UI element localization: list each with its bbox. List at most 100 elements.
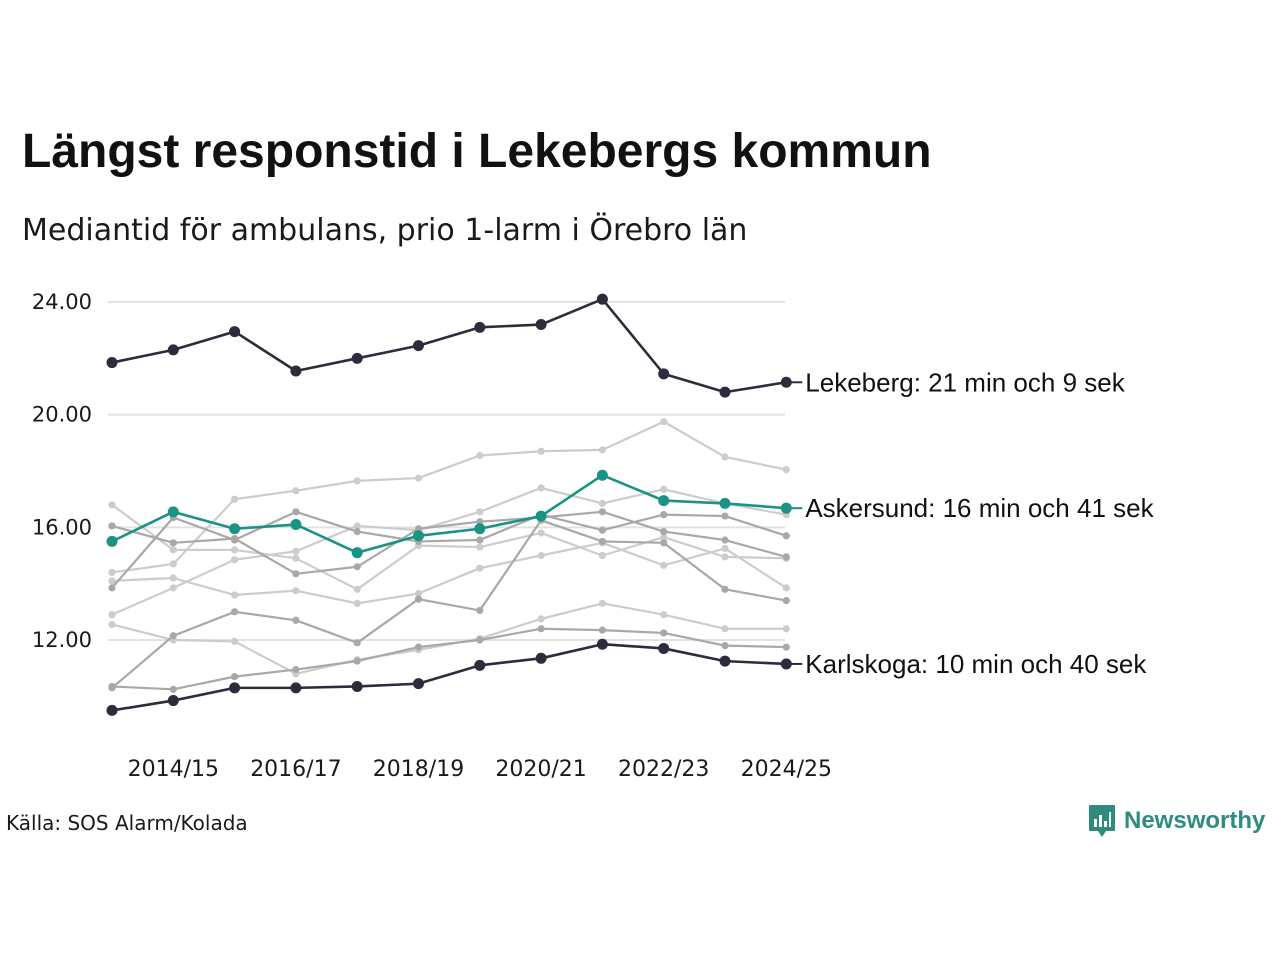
data-point [535, 510, 547, 522]
data-point [353, 585, 361, 593]
brand-logo[interactable]: Newsworthy [1088, 804, 1265, 838]
data-point [292, 508, 300, 516]
data-point [292, 547, 300, 555]
data-point [598, 499, 607, 507]
data-point [476, 636, 484, 644]
data-point [292, 587, 300, 595]
data-point [719, 386, 731, 398]
data-point [108, 568, 116, 577]
data-point [537, 484, 545, 492]
data-point [537, 529, 545, 537]
data-point [780, 376, 792, 388]
data-point [108, 501, 116, 509]
data-point [413, 340, 424, 352]
data-point [169, 539, 177, 547]
data-point [353, 477, 361, 485]
data-point [292, 570, 300, 578]
data-point [292, 487, 300, 495]
series-labels: Lekeberg: 21 min och 9 sek Karlskoga: 10 … [790, 367, 1155, 679]
series-line [111, 510, 787, 589]
data-point [780, 658, 792, 670]
data-point [108, 577, 116, 585]
series-label: Lekeberg: 21 min och 9 sek [805, 367, 1125, 397]
series-line [111, 642, 787, 712]
y-tick-label: 20.00 [32, 403, 92, 427]
data-point [351, 547, 363, 559]
data-point [537, 615, 545, 623]
series-line [111, 519, 787, 689]
data-point [719, 497, 731, 509]
data-point [231, 495, 239, 503]
data-point [353, 527, 361, 536]
data-point [476, 508, 484, 516]
x-tick-label: 2024/25 [741, 757, 832, 782]
series-line [111, 602, 787, 675]
data-point [231, 536, 239, 544]
data-point [169, 560, 177, 568]
data-point [782, 596, 790, 605]
data-point [476, 451, 484, 460]
data-point [290, 365, 302, 377]
data-point [476, 606, 484, 615]
data-point [413, 678, 424, 690]
data-point [353, 522, 361, 530]
data-point [231, 546, 239, 554]
data-point [537, 447, 545, 455]
y-tick-label: 24.00 [32, 290, 92, 314]
data-point [106, 535, 118, 547]
data-point [169, 546, 177, 554]
series-line [111, 627, 787, 691]
x-axis-ticks: 2014/15 2016/17 2018/19 2020/21 2022/23 2024/… [128, 757, 832, 782]
data-point [537, 551, 545, 560]
data-point [292, 616, 300, 624]
data-point [414, 595, 423, 603]
data-point [721, 585, 729, 593]
y-tick-label: 12.00 [32, 628, 92, 652]
data-point [721, 642, 729, 650]
x-tick-label: 2018/19 [373, 757, 464, 782]
data-point [782, 532, 790, 540]
series-line [111, 510, 787, 575]
data-point [598, 508, 607, 516]
series-övrig-7 [108, 516, 790, 692]
data-point [721, 536, 729, 544]
data-point [413, 530, 424, 542]
series-lekeberg [106, 293, 792, 398]
data-point [351, 680, 363, 692]
data-point [351, 352, 363, 364]
chart-subtitle: Mediantid för ambulans, prio 1-larm i Ör… [22, 213, 748, 248]
data-point [108, 620, 116, 629]
data-point [782, 465, 790, 474]
data-point [229, 682, 241, 694]
data-point [598, 626, 607, 634]
data-point [721, 512, 729, 520]
series-askersund [106, 469, 792, 559]
data-point [660, 629, 668, 637]
grid-lines [108, 301, 785, 641]
x-tick-label: 2020/21 [495, 757, 586, 782]
chart-title: Längst responstid i Lekebergs kommun [22, 125, 932, 178]
data-point [169, 584, 177, 592]
data-point [476, 564, 484, 572]
data-point [535, 652, 547, 664]
data-point [231, 591, 239, 599]
data-point [353, 639, 361, 647]
series-övrig-6 [108, 539, 790, 607]
data-point [660, 561, 668, 569]
series-line [111, 503, 787, 591]
series-övrig-9 [108, 625, 790, 693]
data-point [782, 625, 790, 633]
data-point [596, 638, 608, 650]
data-point [782, 553, 790, 561]
data-point [108, 522, 116, 530]
data-point [476, 536, 484, 544]
data-point [598, 446, 607, 454]
data-point [721, 553, 729, 561]
series-label: Karlskoga: 10 min och 40 sek [805, 649, 1147, 679]
data-point [660, 418, 668, 426]
series-övrig-1 [108, 418, 790, 577]
data-point [167, 506, 179, 518]
data-point [598, 537, 607, 546]
data-point [476, 543, 484, 551]
